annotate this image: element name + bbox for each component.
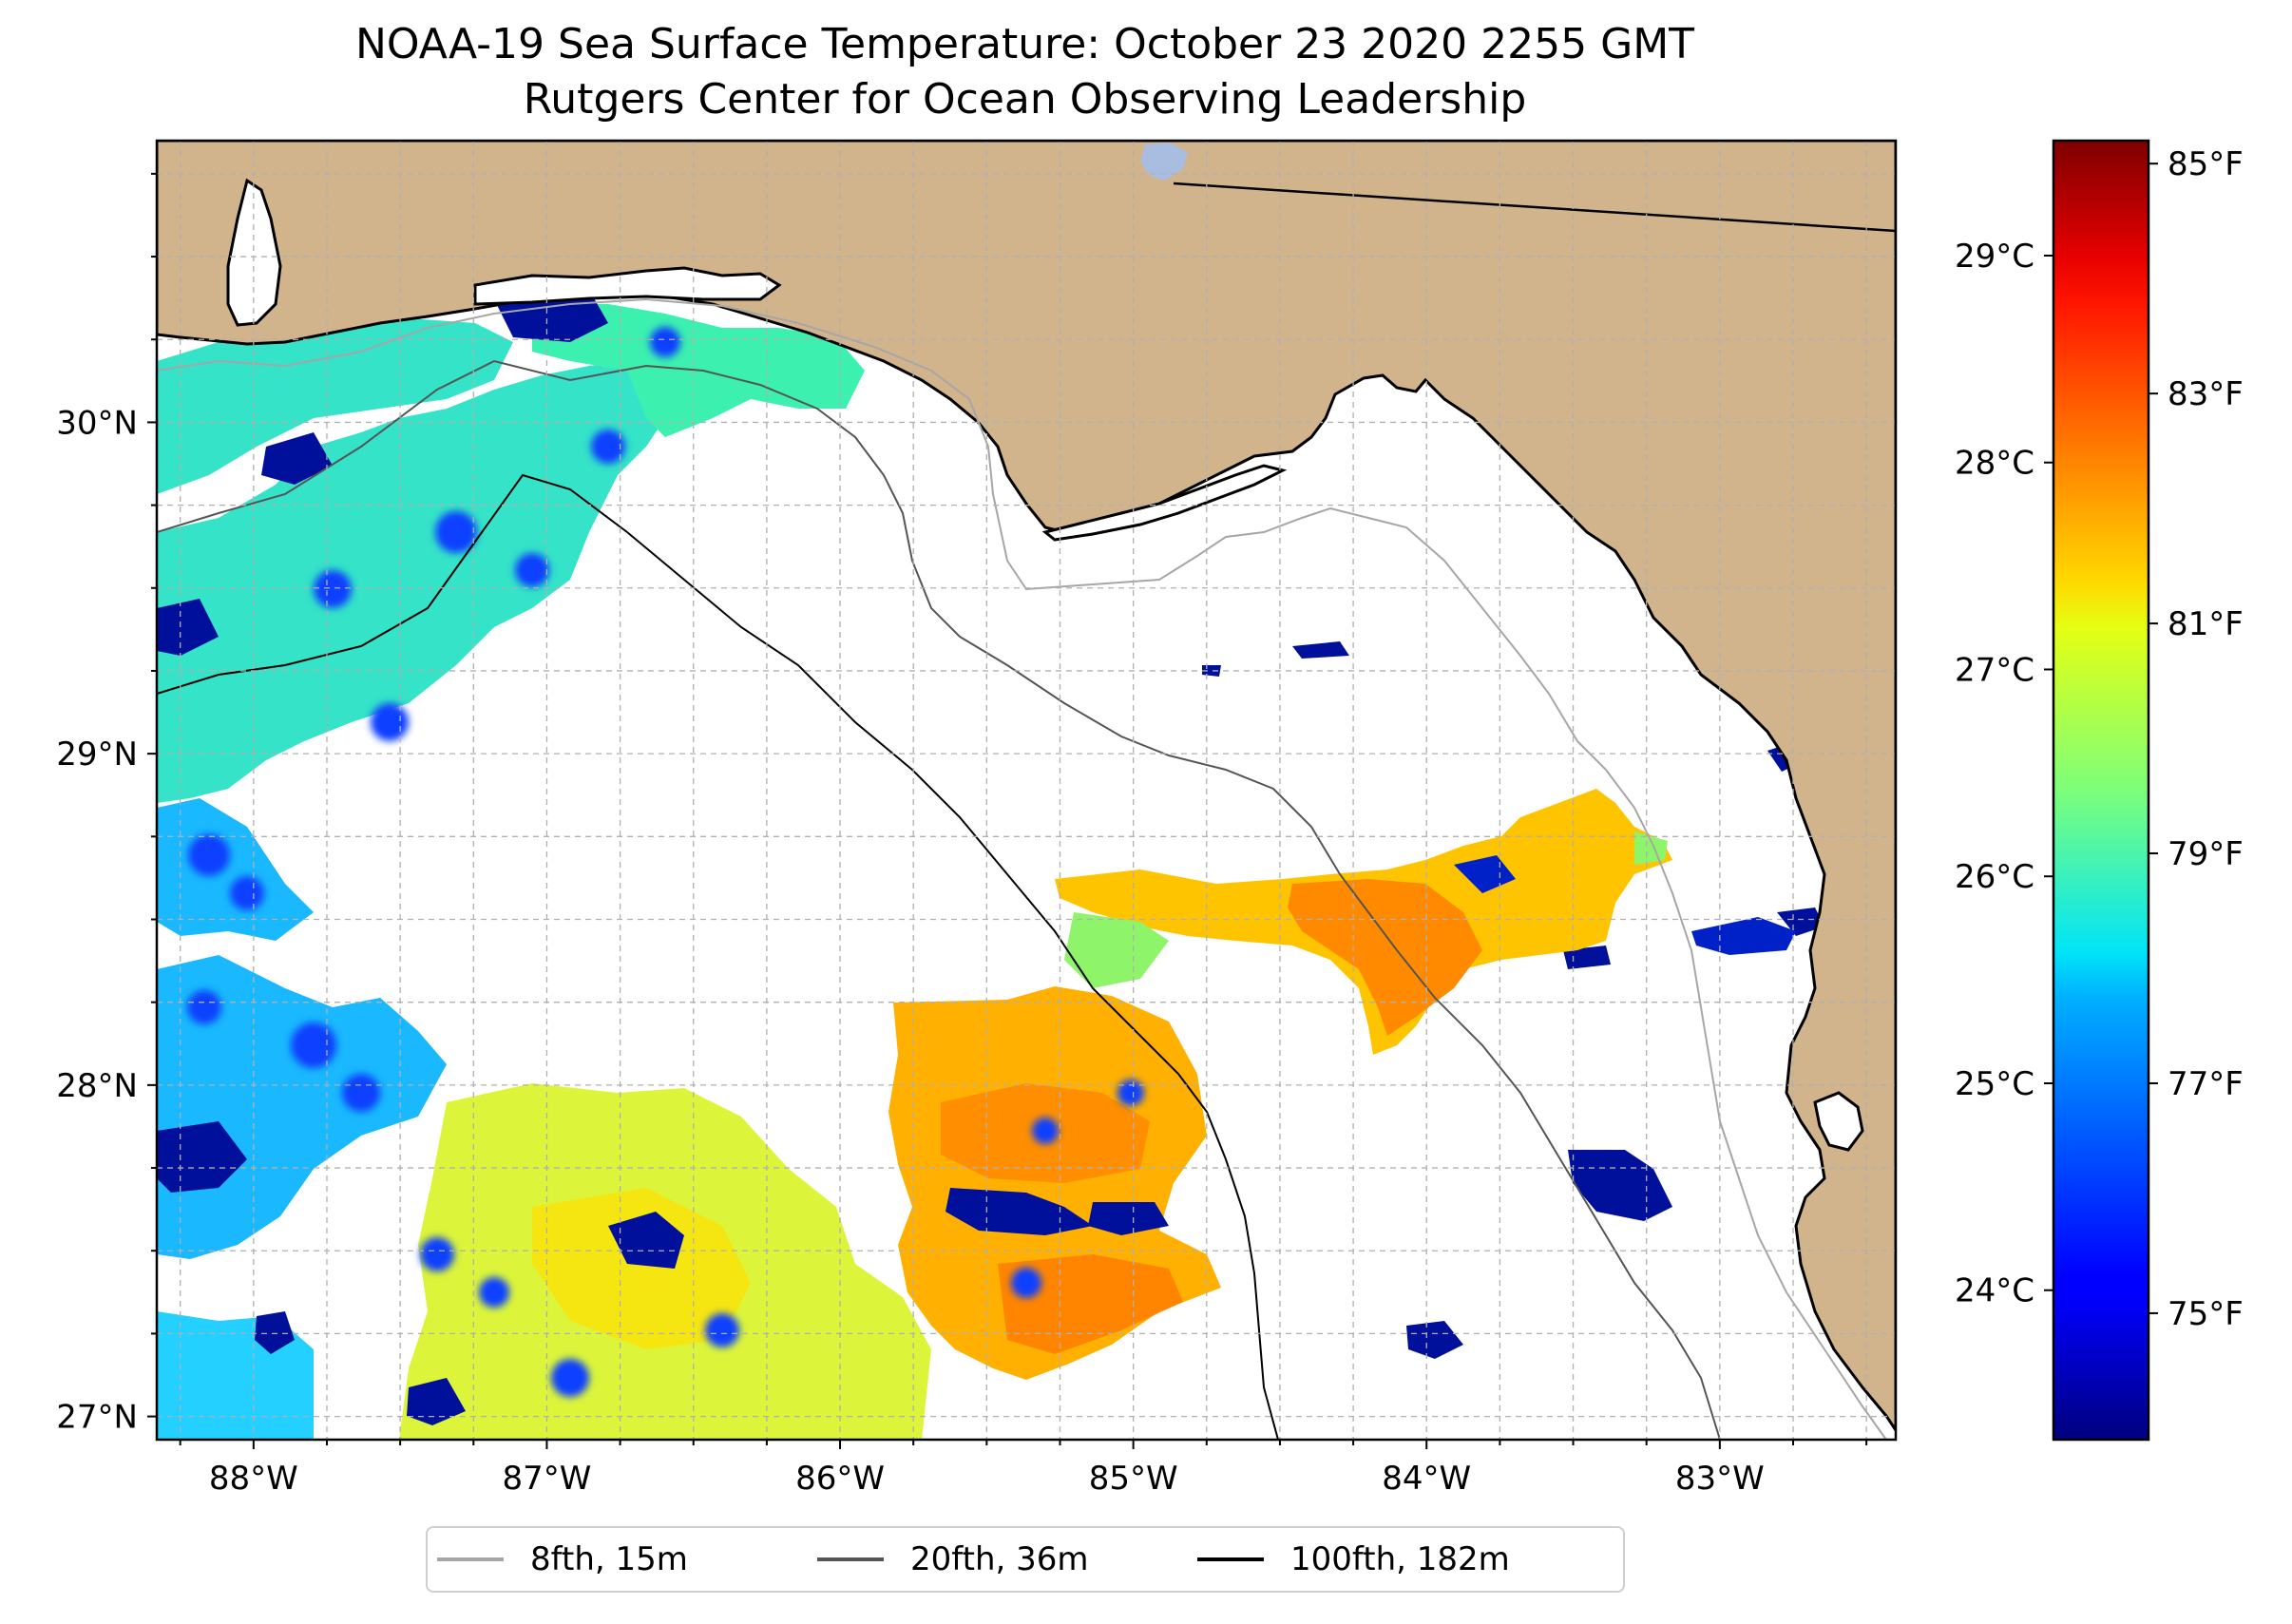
isobaths [157, 297, 1887, 1440]
legend: 8fth, 15m 20fth, 36m 100fth, 182m [426, 1526, 1625, 1593]
map-frame [155, 139, 1898, 1442]
map-axes [147, 172, 1868, 1449]
colorbar-c-label: 25°C [1955, 1065, 2034, 1103]
chart-subtitle: Rutgers Center for Ocean Observing Leade… [523, 75, 1527, 124]
colorbar-c-label: 26°C [1955, 858, 2034, 896]
sst-patch-cool-east [1691, 917, 1796, 955]
lat-tick-label: 30°N [56, 404, 138, 442]
sst-coldest-speckles [157, 290, 1824, 1425]
isobath-100fth-182m [157, 473, 1279, 1440]
isobath-8fth-15m [157, 297, 1887, 1440]
lat-tick-label: 28°N [56, 1067, 138, 1105]
colorbar-c-label: 27°C [1955, 651, 2034, 689]
lake [1140, 143, 1188, 181]
colorbar-f-label: 83°F [2168, 375, 2244, 413]
sst-patch-warmer [998, 1254, 1183, 1354]
lat-tick-label: 27°N [56, 1399, 138, 1437]
sst-patch-cool [157, 798, 314, 941]
legend-line-100fth [1197, 1557, 1264, 1561]
colorbar-f-label: 81°F [2168, 605, 2244, 643]
state-boundary [1173, 182, 1896, 233]
colorbar-f-label: 77°F [2168, 1065, 2244, 1103]
legend-item-8fth: 8fth, 15m [437, 1528, 688, 1591]
colorbar-f-label: 79°F [2168, 835, 2244, 873]
tampa-bay [1813, 1091, 1864, 1152]
colorbar-c-label: 29°C [1955, 238, 2034, 276]
sst-patch-mild-east [1064, 912, 1169, 988]
sst-patch-cool [157, 955, 447, 1259]
colorbar-c-label: 28°C [1955, 445, 2034, 483]
coastal-bays [473, 266, 782, 306]
chart-title: NOAA-19 Sea Surface Temperature: October… [354, 20, 1695, 68]
lon-tick-label: 83°W [1675, 1460, 1765, 1498]
lon-tick-label: 85°W [1089, 1460, 1178, 1498]
legend-item-100fth: 100fth, 182m [1197, 1528, 1510, 1591]
legend-line-20fth [817, 1557, 884, 1561]
mobile-bay [226, 178, 282, 327]
sst-patch-mild-east [1634, 831, 1668, 865]
lon-tick-label: 86°W [795, 1460, 885, 1498]
apalachicola-bay [1041, 464, 1288, 542]
sst-field [157, 290, 1824, 1440]
colorbar-labels: 75°F 77°F 79°F 81°F 83°F 85°F 24°C 25°C 26°C 27°C… [1955, 145, 2244, 1333]
isobath-20fth-36m [157, 359, 1721, 1440]
legend-label-100fth: 100fth, 182m [1290, 1540, 1510, 1578]
map-panel [157, 141, 1896, 1440]
map-axis-labels: 88°W 87°W 86°W 85°W 84°W 83°W 27°N 28°N 29°N 30°N [56, 404, 1764, 1498]
colorbar-axes [2044, 162, 2158, 1314]
lon-tick-label: 84°W [1382, 1460, 1471, 1498]
legend-label-8fth: 8fth, 15m [530, 1540, 688, 1578]
legend-label-20fth: 20fth, 36m [910, 1540, 1089, 1578]
colorbar-f-label: 75°F [2168, 1295, 2244, 1333]
sst-patch-mild [157, 361, 665, 803]
legend-line-8fth [437, 1557, 504, 1561]
lon-tick-label: 87°W [502, 1460, 591, 1498]
sst-cool-speckles [187, 327, 1144, 1397]
colorbar [2052, 139, 2150, 1442]
sst-patch-moderate [532, 1188, 751, 1349]
colorbar-c-label: 24°C [1955, 1272, 2034, 1310]
colorbar-f-label: 85°F [2168, 145, 2244, 183]
lon-tick-label: 88°W [209, 1460, 298, 1498]
lat-tick-label: 29°N [56, 736, 138, 774]
legend-item-20fth: 20fth, 36m [817, 1528, 1089, 1591]
gridlines [157, 141, 1896, 1440]
